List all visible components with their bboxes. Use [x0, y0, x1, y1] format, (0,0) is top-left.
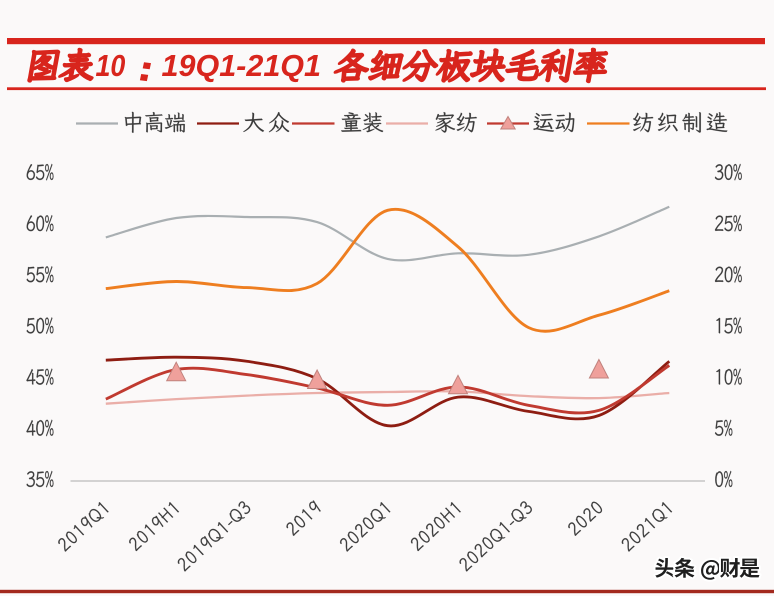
svg-text:10: 10 [96, 49, 126, 83]
svg-text:19Q1-21Q1: 19Q1-21Q1 [162, 49, 322, 83]
